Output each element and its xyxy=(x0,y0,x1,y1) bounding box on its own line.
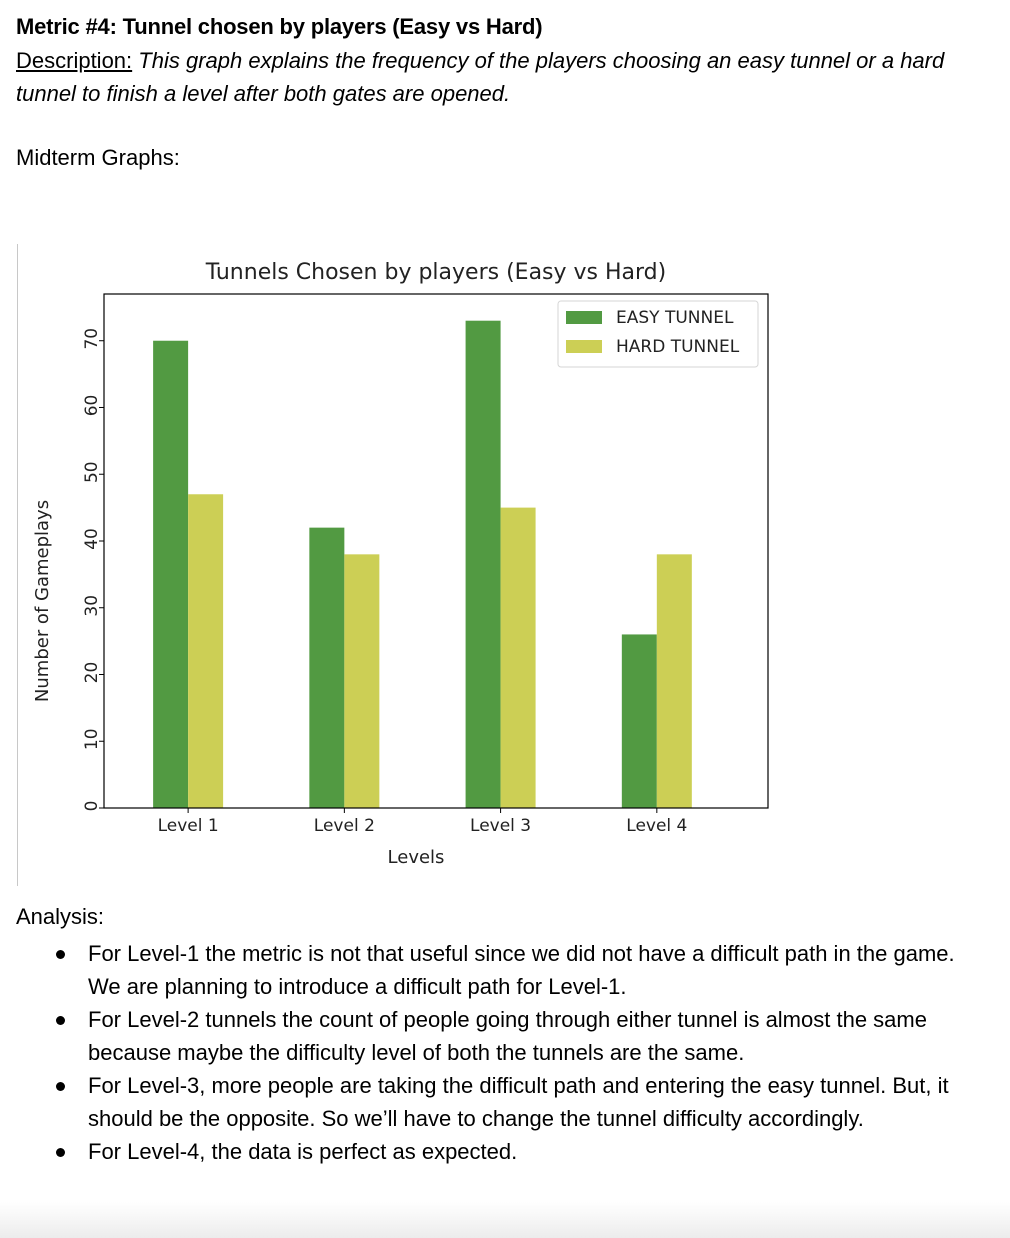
y-axis-label: Number of Gameplays xyxy=(32,500,53,702)
x-axis-label: Levels xyxy=(388,847,445,868)
bar-hard-level-3 xyxy=(500,507,536,808)
y-tick-label: 40 xyxy=(82,528,102,550)
analysis-title: Analysis: xyxy=(16,904,105,929)
legend-box xyxy=(557,300,759,368)
chart-title: Tunnels Chosen by players (Easy vs Hard) xyxy=(205,260,666,285)
analysis-item: For Level-3, more people are taking the … xyxy=(51,1069,981,1135)
x-tick-label: Level 1 xyxy=(158,816,219,836)
y-tick-label: 30 xyxy=(82,595,102,617)
analysis-item: For Level-4, the data is perfect as expe… xyxy=(51,1135,981,1168)
plot-frame xyxy=(103,293,769,809)
bar-hard-level-4 xyxy=(656,554,692,808)
bar-easy-level-3 xyxy=(465,320,501,808)
bar-hard-level-2 xyxy=(344,554,380,808)
analysis-item: For Level-2 tunnels the count of people … xyxy=(51,1003,981,1069)
bar-chart: Tunnels Chosen by players (Easy vs Hard)… xyxy=(32,260,769,868)
bottom-fade xyxy=(0,1202,1010,1238)
y-tick-label: 10 xyxy=(82,728,102,750)
analysis-list: For Level-1 the metric is not that usefu… xyxy=(51,937,981,1168)
chart-figure: Tunnels Chosen by players (Easy vs Hard)… xyxy=(17,244,778,886)
bar-easy-level-4 xyxy=(621,634,657,808)
bar-easy-level-1 xyxy=(153,340,189,808)
legend-label-easy: EASY TUNNEL xyxy=(616,308,734,328)
y-tick-label: 20 xyxy=(82,662,102,684)
description-label: Description: xyxy=(16,48,133,73)
description: Description: This graph explains the fre… xyxy=(16,44,986,110)
x-tick-label: Level 3 xyxy=(470,816,531,836)
y-tick-label: 50 xyxy=(82,461,102,483)
legend-swatch-hard xyxy=(566,340,602,353)
y-tick-label: 0 xyxy=(82,801,102,812)
x-tick-label: Level 4 xyxy=(626,816,687,836)
y-tick-label: 70 xyxy=(82,328,102,350)
analysis-item: For Level-1 the metric is not that usefu… xyxy=(51,937,981,1003)
legend-swatch-easy xyxy=(566,311,602,324)
y-tick-label: 60 xyxy=(82,395,102,417)
subheading: Midterm Graphs: xyxy=(16,145,180,170)
bar-hard-level-1 xyxy=(188,494,224,808)
bar-easy-level-2 xyxy=(309,527,345,808)
x-tick-label: Level 2 xyxy=(314,816,375,836)
description-text: This graph explains the frequency of the… xyxy=(16,48,945,106)
metric-heading: Metric #4: Tunnel chosen by players (Eas… xyxy=(16,14,543,39)
legend-label-hard: HARD TUNNEL xyxy=(616,337,740,357)
